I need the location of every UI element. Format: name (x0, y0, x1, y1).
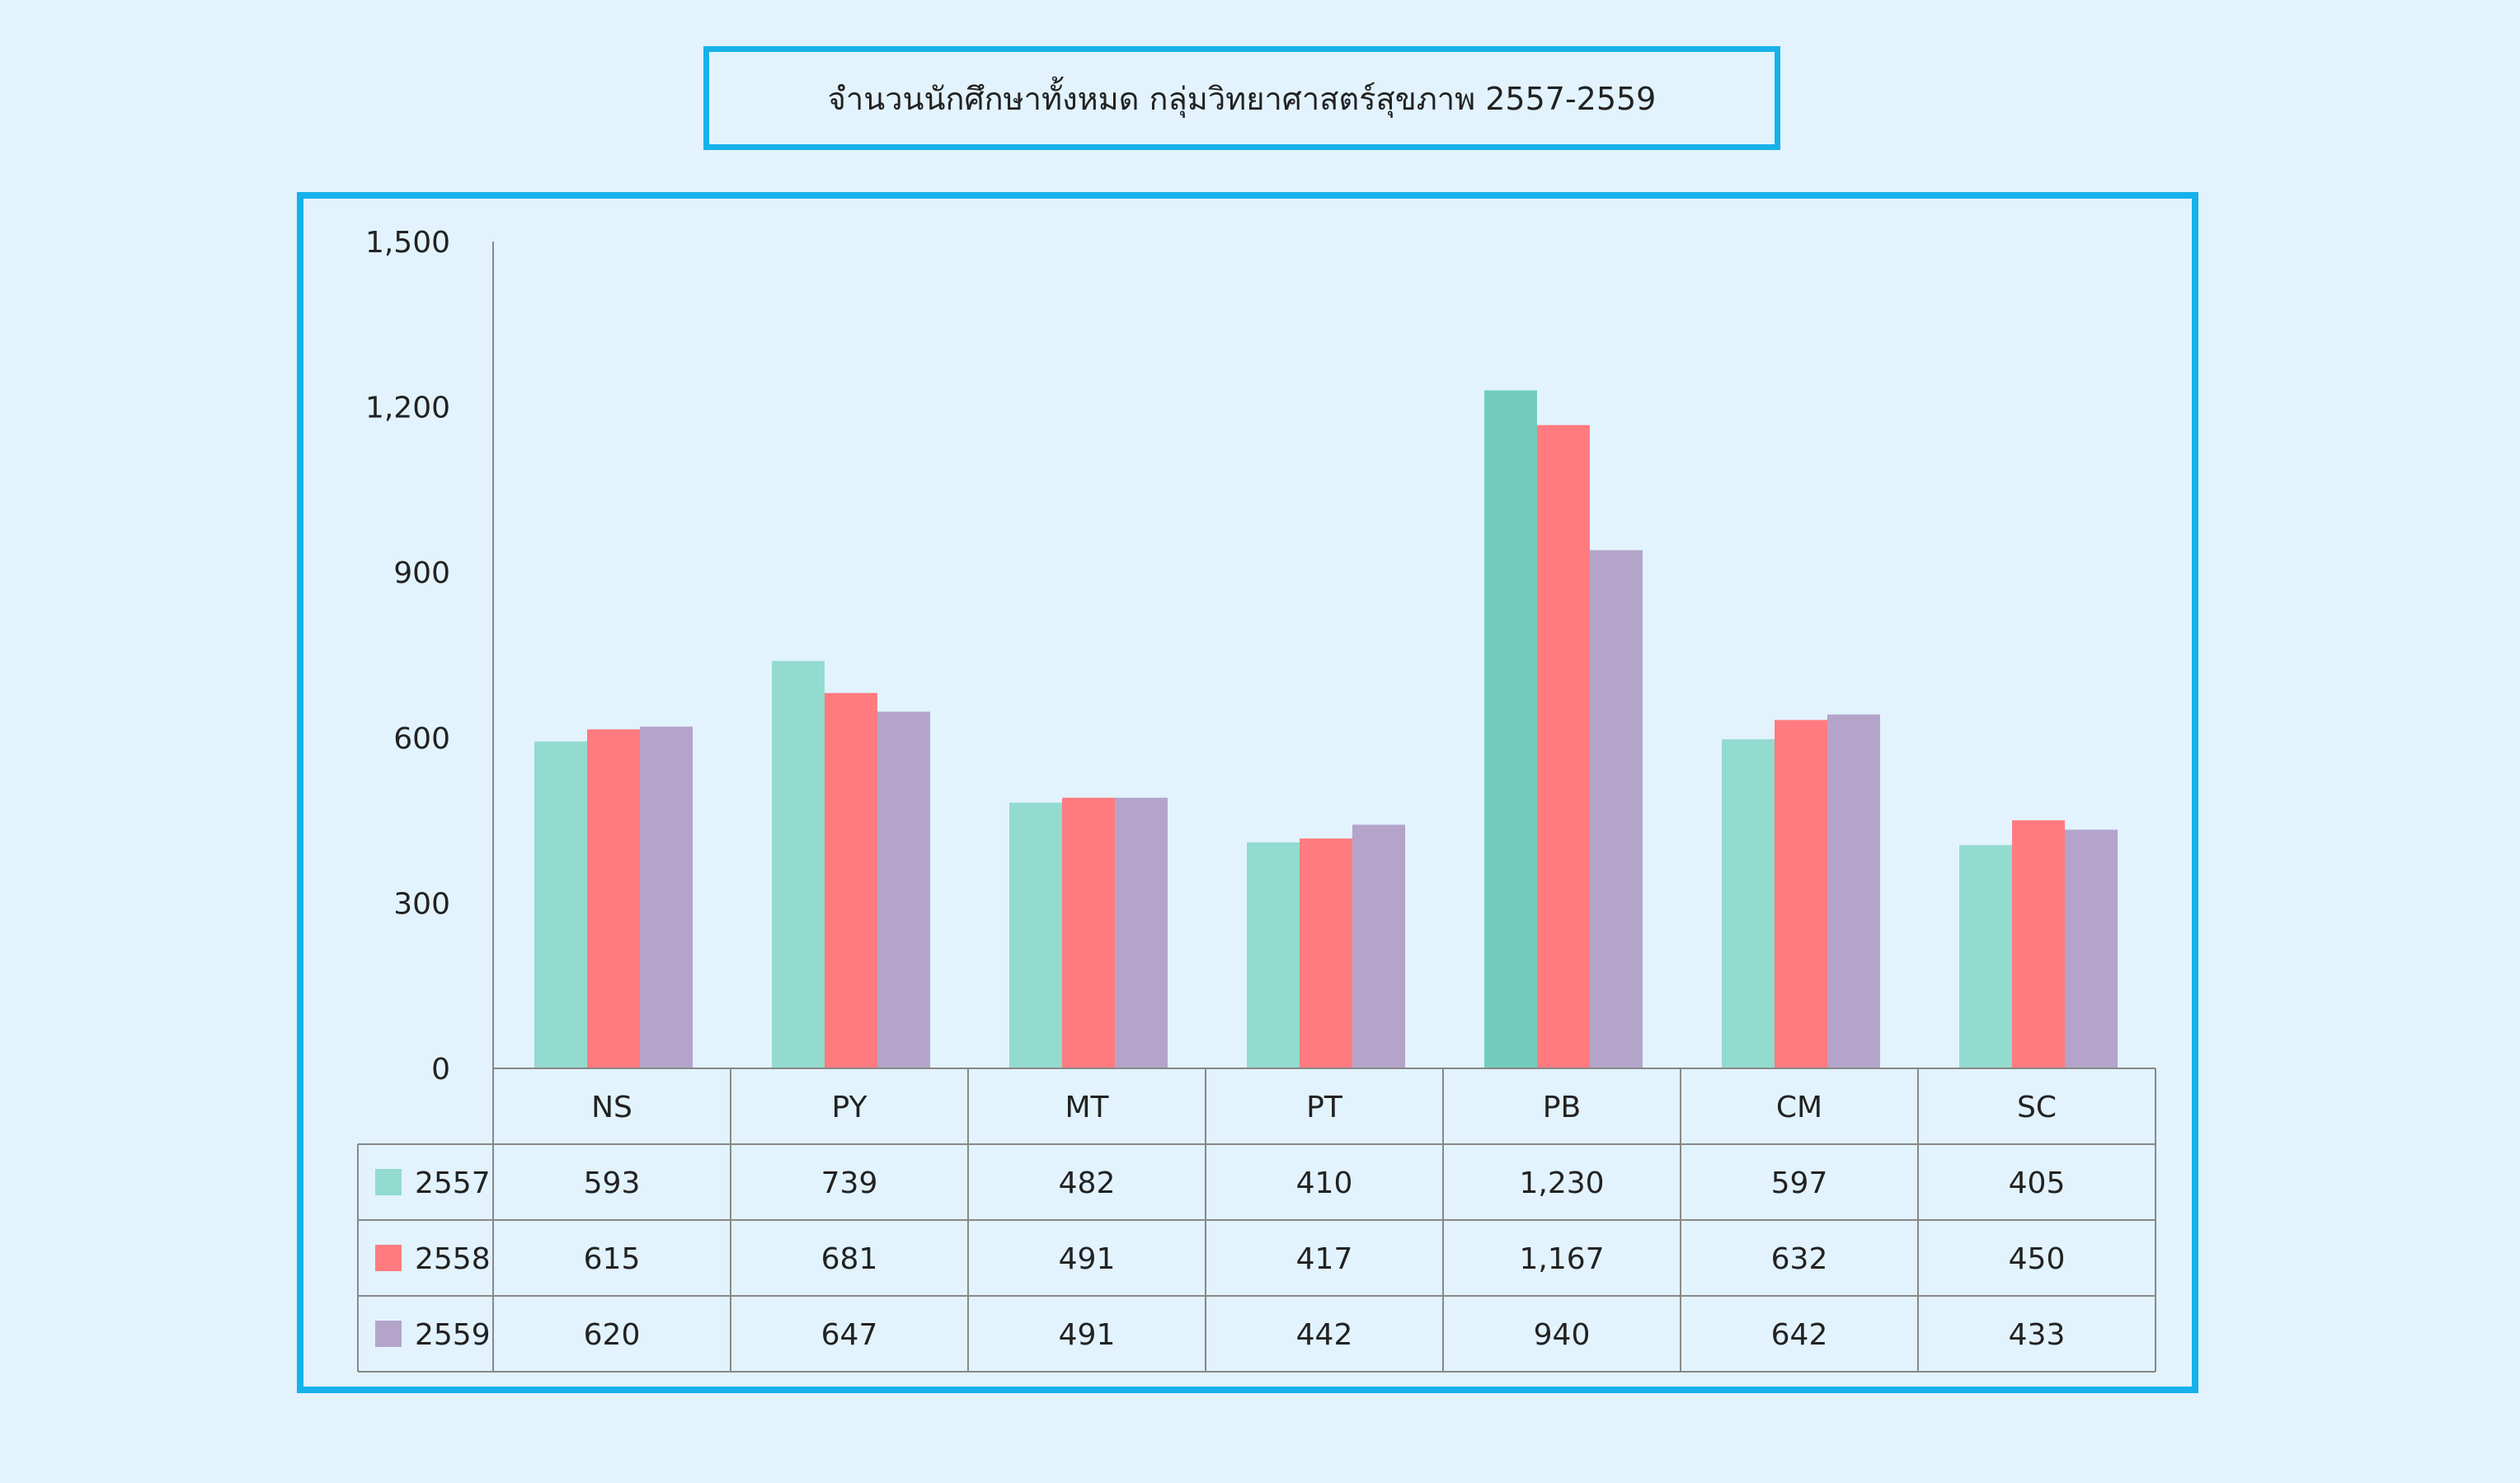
bar-2558-pb (1537, 425, 1590, 1068)
bar-2557-mt (1009, 802, 1062, 1068)
category-label: SC (2017, 1091, 2057, 1124)
legend-label: 2558 (415, 1242, 491, 1276)
category-label: PT (1306, 1091, 1343, 1124)
table-value: 597 (1771, 1166, 1828, 1200)
bar-2558-pt (1300, 838, 1352, 1068)
bar-2557-ns (534, 741, 587, 1068)
bar-2558-cm (1775, 720, 1827, 1068)
category-label: PB (1543, 1091, 1581, 1124)
table-value: 620 (584, 1318, 641, 1352)
table-value: 482 (1059, 1166, 1116, 1200)
table-value: 405 (2009, 1166, 2066, 1200)
bar-2557-pb (1484, 390, 1537, 1068)
bar-2557-sc (1959, 845, 2012, 1068)
category-label: MT (1065, 1091, 1109, 1124)
chart-title: จำนวนนักศึกษาทั้งหมด กลุ่มวิทยาศาสตร์สุข… (827, 80, 1657, 117)
table-value: 491 (1059, 1318, 1116, 1352)
y-tick-label: 0 (431, 1053, 450, 1086)
bar-2559-pt (1352, 824, 1405, 1068)
bar-2557-pt (1247, 842, 1300, 1068)
table-value: 615 (584, 1242, 641, 1276)
bar-2559-ns (640, 726, 693, 1068)
legend-swatch-2557 (375, 1169, 402, 1195)
table-value: 632 (1771, 1242, 1828, 1276)
table-value: 442 (1296, 1318, 1353, 1352)
legend-label: 2559 (415, 1318, 491, 1352)
table-value: 433 (2009, 1318, 2066, 1352)
y-tick-label: 1,200 (365, 392, 450, 425)
y-tick-label: 600 (393, 722, 450, 756)
bar-2558-py (825, 692, 877, 1068)
legend-swatch-2559 (375, 1321, 402, 1347)
bar-2559-mt (1115, 797, 1168, 1068)
bar-2559-py (877, 711, 930, 1068)
table-value: 739 (821, 1166, 878, 1200)
category-label: NS (591, 1091, 632, 1124)
table-value: 491 (1059, 1242, 1116, 1276)
bar-2559-sc (2065, 829, 2118, 1068)
table-value: 410 (1296, 1166, 1353, 1200)
legend-label: 2557 (415, 1166, 491, 1200)
y-tick-label: 1,500 (365, 226, 450, 260)
chart-frame (297, 192, 2198, 1393)
y-tick-label: 900 (393, 556, 450, 590)
table-value: 417 (1296, 1242, 1353, 1276)
table-value: 450 (2009, 1242, 2066, 1276)
table-value: 1,230 (1519, 1166, 1604, 1200)
bar-2558-sc (2012, 820, 2065, 1068)
bar-2558-mt (1062, 797, 1115, 1068)
y-tick-label: 300 (393, 887, 450, 921)
chart-title-box: จำนวนนักศึกษาทั้งหมด กลุ่มวิทยาศาสตร์สุข… (703, 46, 1780, 150)
bar-2559-cm (1827, 714, 1880, 1068)
legend-swatch-2558 (375, 1245, 402, 1271)
bar-2557-cm (1722, 739, 1775, 1068)
table-value: 642 (1771, 1318, 1828, 1352)
table-value: 593 (584, 1166, 641, 1200)
category-label: PY (832, 1091, 868, 1124)
table-value: 681 (821, 1242, 878, 1276)
table-value: 647 (821, 1318, 878, 1352)
bar-2559-pb (1590, 550, 1643, 1068)
bar-2557-py (772, 660, 825, 1068)
table-value: 940 (1534, 1318, 1591, 1352)
category-label: CM (1776, 1091, 1822, 1124)
table-value: 1,167 (1519, 1242, 1604, 1276)
bar-2558-ns (587, 729, 640, 1068)
